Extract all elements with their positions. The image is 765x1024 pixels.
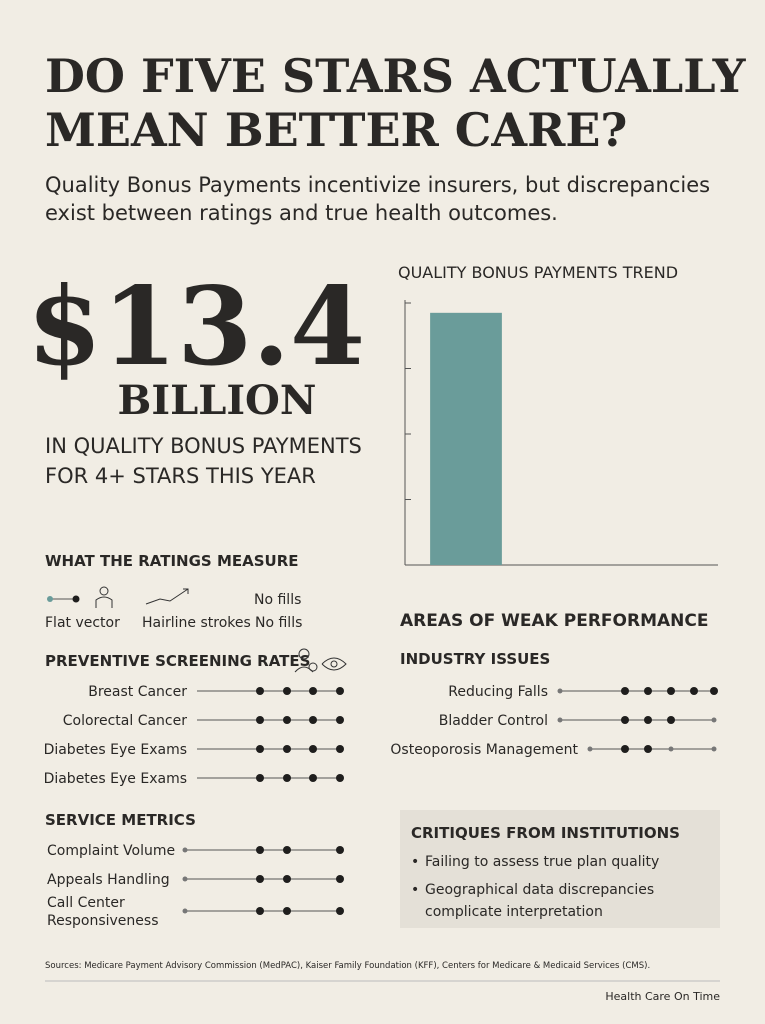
dot-rows (557, 687, 718, 753)
icons (47, 586, 189, 608)
subtitle: exist between ratings and true health ou… (45, 201, 558, 225)
bar-chart: QUALITY BONUS PAYMENTS TREND (398, 263, 718, 566)
critiques-box (400, 810, 720, 928)
stat-caption: FOR 4+ STARS THIS YEAR (45, 464, 316, 488)
row-label: Diabetes Eye Exams (44, 742, 187, 758)
stat-amount: $13.4 (27, 264, 365, 390)
title: DO FIVE STARS ACTUALLY (45, 49, 747, 103)
bullet: Geographical data discrepancies (425, 882, 654, 898)
dot-rows (182, 846, 344, 915)
row-label: Appeals Handling (47, 872, 170, 888)
bullet: complicate interpretation (425, 904, 603, 920)
section-title: SERVICE METRICS (45, 811, 196, 829)
subtitle: Quality Bonus Payments incentivize insur… (45, 173, 710, 197)
bullet-marker: • (411, 882, 419, 898)
label: Hairline strokes (142, 615, 251, 631)
chart-title: QUALITY BONUS PAYMENTS TREND (398, 263, 678, 282)
screening-icons (294, 648, 347, 673)
section-title: AREAS OF WEAK PERFORMANCE (400, 611, 708, 631)
row-label: Diabetes Eye Exams (44, 771, 187, 787)
label: No fills (255, 615, 302, 631)
sources: Sources: Medicare Payment Advisory Commi… (45, 961, 650, 971)
box-title: CRITIQUES FROM INSTITUTIONS (411, 824, 680, 842)
bullet-marker: • (411, 854, 419, 870)
row-label: Call Center (47, 895, 125, 911)
dot-rows (197, 687, 344, 782)
brand: Health Care On Time (605, 990, 720, 1003)
label: Flat vector (45, 615, 120, 631)
section-title: WHAT THE RATINGS MEASURE (45, 552, 299, 570)
row-label: Osteoporosis Management (390, 742, 578, 758)
row-label: Complaint Volume (47, 843, 175, 859)
row-label: Responsiveness (47, 913, 159, 929)
bar (430, 312, 502, 565)
row-label: Bladder Control (439, 713, 548, 729)
section-subtitle: INDUSTRY ISSUES (400, 650, 550, 668)
bullet: Failing to assess true plan quality (425, 854, 659, 870)
row-label: Colorectal Cancer (63, 713, 188, 729)
section-title: PREVENTIVE SCREENING RATES (45, 652, 310, 670)
stat-caption: IN QUALITY BONUS PAYMENTS (45, 434, 362, 458)
icon-note: No fills (254, 592, 301, 608)
title: MEAN BETTER CARE? (45, 103, 627, 157)
row-label: Reducing Falls (448, 684, 548, 700)
row-label: Breast Cancer (88, 684, 187, 700)
stat-unit: BILLION (118, 377, 317, 424)
